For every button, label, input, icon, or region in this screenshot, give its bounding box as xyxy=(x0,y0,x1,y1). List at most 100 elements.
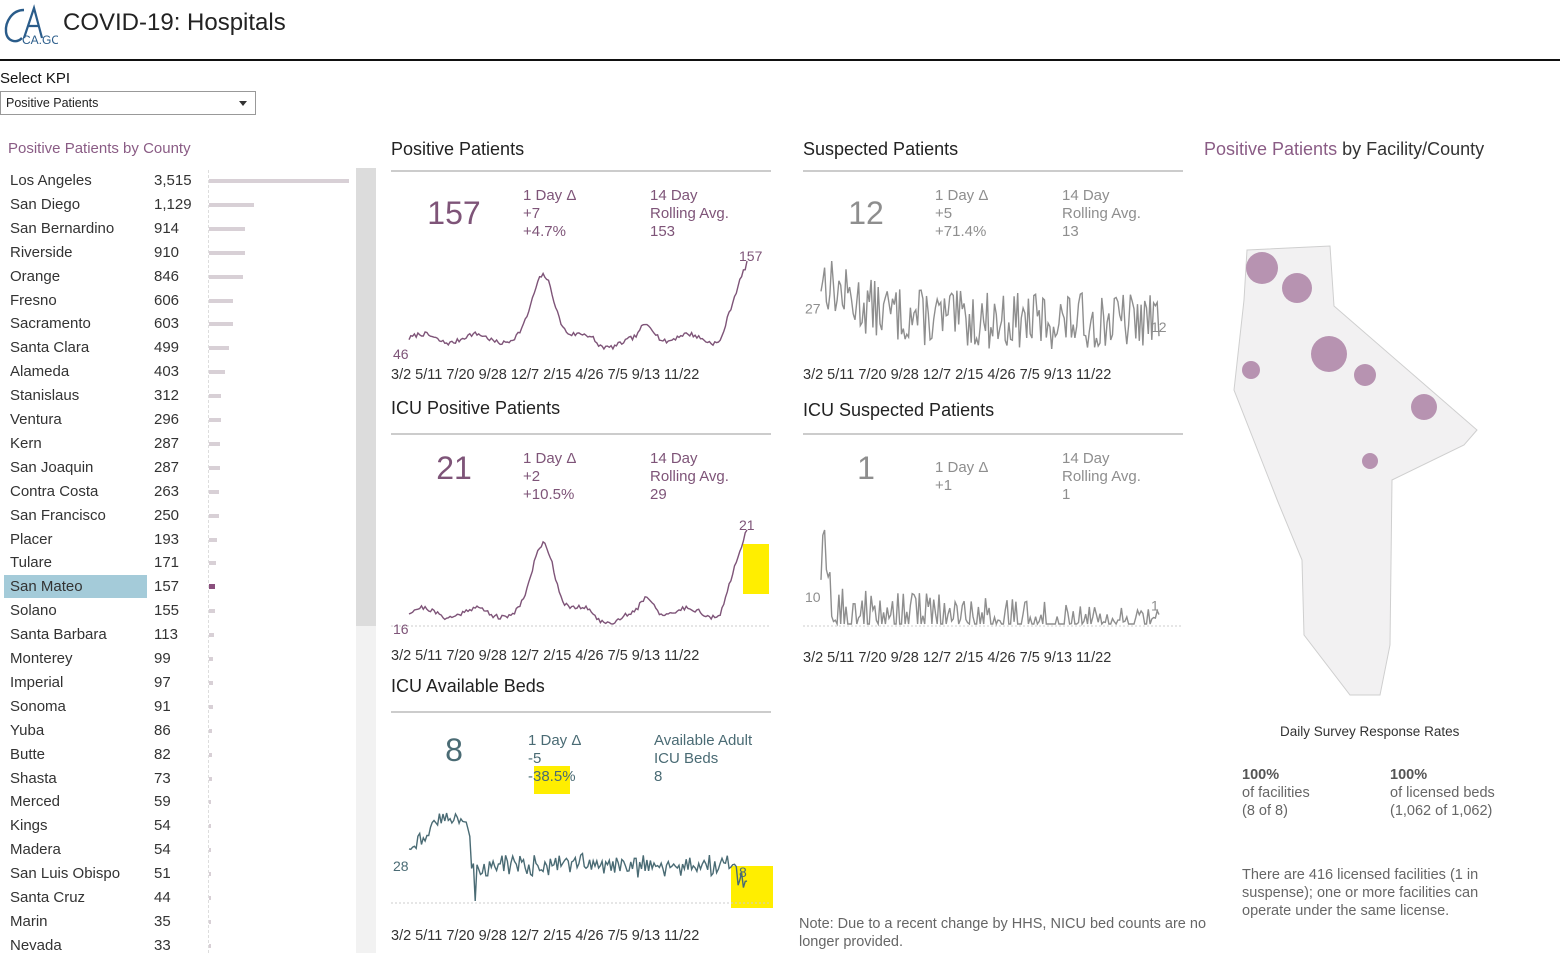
county-bar[interactable] xyxy=(209,465,221,470)
county-row[interactable]: Solano 155 xyxy=(4,599,349,622)
county-bar[interactable] xyxy=(209,441,221,446)
county-bar[interactable] xyxy=(209,752,213,757)
county-bar[interactable] xyxy=(209,824,212,829)
county-bar[interactable] xyxy=(209,250,246,255)
county-row[interactable]: Nevada 33 xyxy=(4,934,349,953)
county-bar[interactable] xyxy=(209,537,217,542)
county-bar[interactable] xyxy=(209,800,212,805)
county-name: Yuba xyxy=(10,721,45,739)
county-value: 44 xyxy=(154,889,171,906)
county-row[interactable]: San Francisco 250 xyxy=(4,504,349,527)
county-bar[interactable] xyxy=(209,418,221,422)
county-row[interactable]: Kings 54 xyxy=(4,814,349,837)
county-bar[interactable] xyxy=(209,943,211,948)
county-bar[interactable] xyxy=(209,346,229,351)
county-row[interactable]: Orange 846 xyxy=(4,265,349,288)
county-name: San Joaquin xyxy=(10,458,94,476)
scrollbar-thumb[interactable] xyxy=(356,168,376,626)
county-row[interactable]: Santa Barbara 113 xyxy=(4,623,349,646)
county-bar[interactable] xyxy=(209,728,213,733)
ca-gov-logo[interactable]: CA.GOV xyxy=(2,4,58,46)
sparkline-icu-suspected[interactable]: 10 1 xyxy=(803,518,1183,636)
county-row[interactable]: Tulare 171 xyxy=(4,551,349,574)
county-value: 3,515 xyxy=(154,172,192,189)
county-value: 312 xyxy=(154,387,180,405)
county-name: Solano xyxy=(10,602,57,620)
highlight-marker xyxy=(534,766,570,794)
county-row[interactable]: Sacramento 603 xyxy=(4,312,349,335)
trend-line[interactable] xyxy=(408,260,748,351)
county-row[interactable]: Shasta 73 xyxy=(4,767,349,790)
county-row[interactable]: San Diego 1,129 xyxy=(4,193,349,216)
county-bar[interactable] xyxy=(209,226,246,231)
county-row[interactable]: Los Angeles 3,515 xyxy=(4,169,349,192)
facility-marker xyxy=(1411,394,1437,420)
county-bar[interactable] xyxy=(209,657,213,661)
county-bar[interactable] xyxy=(209,633,214,638)
x-axis-labels: 3/2 5/11 7/20 9/28 12/7 2/15 4/26 7/5 9/… xyxy=(803,367,1112,383)
county-bar[interactable] xyxy=(209,776,212,781)
county-row[interactable]: Sonoma 91 xyxy=(4,695,349,718)
county-value: 606 xyxy=(154,291,180,309)
county-bar[interactable] xyxy=(209,872,212,877)
county-bar[interactable] xyxy=(209,202,254,207)
county-row[interactable]: San Mateo 157 xyxy=(4,575,349,599)
county-row[interactable]: Alameda 403 xyxy=(4,360,349,383)
county-row[interactable]: Imperial 97 xyxy=(4,671,349,694)
county-name: Sonoma xyxy=(10,697,66,715)
county-value: 86 xyxy=(154,721,171,739)
county-row[interactable]: San Bernardino 914 xyxy=(4,217,349,240)
county-row[interactable]: Monterey 99 xyxy=(4,647,349,670)
county-row[interactable]: Kern 287 xyxy=(4,432,349,455)
county-bar[interactable] xyxy=(209,704,213,709)
county-bar[interactable] xyxy=(209,680,213,685)
county-bar[interactable] xyxy=(209,274,243,279)
county-bar[interactable] xyxy=(209,322,234,327)
county-row[interactable]: Yuba 86 xyxy=(4,719,349,742)
county-row[interactable]: Placer 193 xyxy=(4,528,349,551)
county-facility-map[interactable] xyxy=(1232,240,1482,700)
county-bar[interactable] xyxy=(209,513,219,518)
county-list-scrollbar[interactable] xyxy=(356,168,376,953)
trend-line[interactable] xyxy=(408,529,748,625)
sparkline-icu-beds[interactable]: 28 8 xyxy=(391,801,771,913)
beds-label: of licensed beds xyxy=(1390,785,1495,801)
county-bar[interactable] xyxy=(209,609,216,614)
sparkline-positive[interactable]: 46 157 xyxy=(391,249,771,361)
sparkline-suspected[interactable]: 27 12 xyxy=(803,249,1183,361)
kpi-dropdown[interactable]: Positive Patients xyxy=(0,91,256,115)
county-value: 73 xyxy=(154,769,171,787)
delta-label: 1 Day Δ xyxy=(935,459,989,476)
county-bar[interactable] xyxy=(209,584,216,590)
county-row[interactable]: Contra Costa 263 xyxy=(4,480,349,503)
county-row[interactable]: San Joaquin 287 xyxy=(4,456,349,479)
county-row[interactable]: Santa Cruz 44 xyxy=(4,886,349,909)
county-row[interactable]: Santa Clara 499 xyxy=(4,336,349,359)
county-row[interactable]: Stanislaus 312 xyxy=(4,384,349,407)
county-bar[interactable] xyxy=(209,896,211,900)
delta-label: 1 Day Δ xyxy=(528,732,582,749)
county-bar[interactable] xyxy=(209,179,349,183)
county-bar[interactable] xyxy=(209,370,226,375)
county-row[interactable]: Merced 59 xyxy=(4,790,349,813)
kpi-value: 157 xyxy=(427,195,481,231)
county-value: 914 xyxy=(154,219,180,237)
county-bar[interactable] xyxy=(209,394,222,399)
county-row[interactable]: Riverside 910 xyxy=(4,241,349,264)
county-row[interactable]: Ventura 296 xyxy=(4,408,349,431)
trend-line[interactable] xyxy=(408,812,748,902)
county-bar[interactable] xyxy=(209,298,234,303)
trend-line[interactable] xyxy=(820,529,1160,627)
county-bar[interactable] xyxy=(209,489,220,494)
county-bar[interactable] xyxy=(209,561,216,566)
x-axis-labels: 3/2 5/11 7/20 9/28 12/7 2/15 4/26 7/5 9/… xyxy=(391,648,700,664)
county-row[interactable]: Madera 54 xyxy=(4,838,349,861)
county-bar[interactable] xyxy=(209,919,211,924)
county-row[interactable]: Butte 82 xyxy=(4,743,349,766)
county-row[interactable]: Fresno 606 xyxy=(4,289,349,312)
county-row[interactable]: Marin 35 xyxy=(4,910,349,933)
trend-line[interactable] xyxy=(820,260,1160,350)
county-row[interactable]: San Luis Obispo 51 xyxy=(4,862,349,885)
county-bar[interactable] xyxy=(209,848,212,853)
